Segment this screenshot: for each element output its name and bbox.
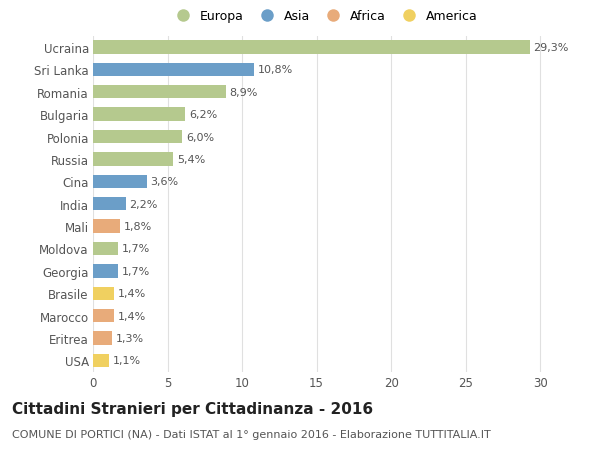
Bar: [93, 108, 185, 122]
Text: 10,8%: 10,8%: [257, 65, 293, 75]
Text: 6,2%: 6,2%: [189, 110, 217, 120]
Legend: Europa, Asia, Africa, America: Europa, Asia, Africa, America: [166, 7, 482, 27]
Bar: [93, 264, 118, 278]
Bar: [93, 354, 109, 367]
Text: 5,4%: 5,4%: [177, 155, 205, 165]
Bar: [93, 41, 530, 55]
Bar: [93, 175, 146, 189]
Text: 1,4%: 1,4%: [118, 311, 146, 321]
Text: 6,0%: 6,0%: [186, 132, 214, 142]
Text: 3,6%: 3,6%: [151, 177, 179, 187]
Text: 8,9%: 8,9%: [229, 88, 258, 98]
Bar: [93, 86, 226, 99]
Bar: [93, 331, 112, 345]
Bar: [93, 63, 254, 77]
Bar: [93, 287, 114, 300]
Bar: [93, 309, 114, 323]
Text: 1,8%: 1,8%: [124, 222, 152, 232]
Text: 1,3%: 1,3%: [116, 333, 144, 343]
Text: 1,4%: 1,4%: [118, 289, 146, 299]
Text: 1,7%: 1,7%: [122, 266, 151, 276]
Text: 29,3%: 29,3%: [533, 43, 569, 53]
Text: 1,1%: 1,1%: [113, 356, 141, 366]
Bar: [93, 242, 118, 256]
Text: COMUNE DI PORTICI (NA) - Dati ISTAT al 1° gennaio 2016 - Elaborazione TUTTITALIA: COMUNE DI PORTICI (NA) - Dati ISTAT al 1…: [12, 429, 491, 439]
Text: Cittadini Stranieri per Cittadinanza - 2016: Cittadini Stranieri per Cittadinanza - 2…: [12, 402, 373, 417]
Bar: [93, 220, 120, 233]
Text: 2,2%: 2,2%: [130, 199, 158, 209]
Bar: [93, 197, 126, 211]
Text: 1,7%: 1,7%: [122, 244, 151, 254]
Bar: [93, 130, 182, 144]
Bar: [93, 153, 173, 166]
